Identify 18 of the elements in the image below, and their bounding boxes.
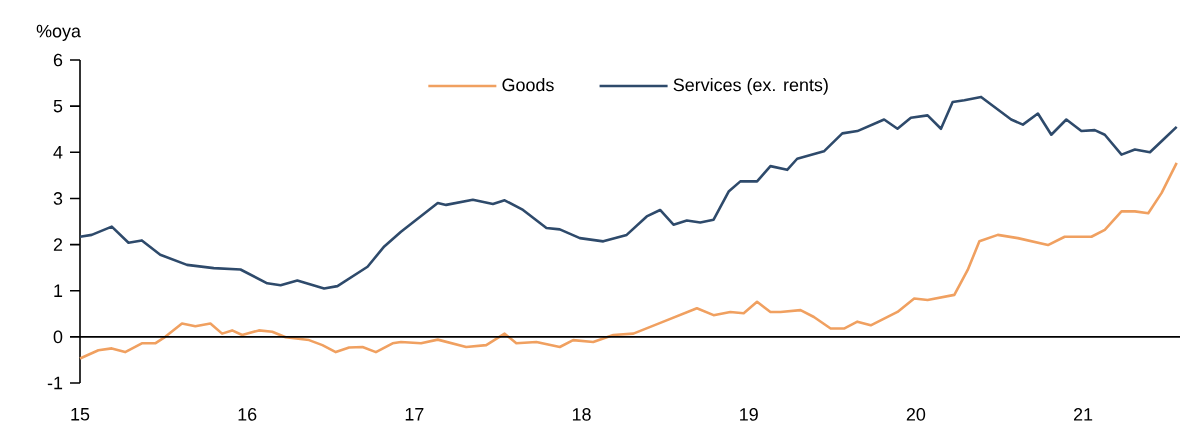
y-tick-label: 2	[53, 238, 63, 251]
y-tick-label: 6	[53, 53, 63, 67]
y-tick-label: 3	[53, 192, 63, 205]
y-tick-label: -1	[47, 376, 63, 390]
x-tick-label: 16	[238, 408, 257, 421]
y-tick-label: 0	[53, 330, 63, 344]
y-tick-label: 4	[53, 146, 63, 159]
x-tick-label: 15	[71, 408, 90, 421]
x-tick-label: 21	[1073, 408, 1093, 421]
x-tick-label: 19	[740, 408, 758, 421]
x-tick-label: 18	[572, 408, 591, 421]
y-tick-label: 1	[54, 284, 63, 297]
y-tick-label: 5	[53, 99, 63, 113]
legend-label: Goods	[502, 78, 554, 92]
x-tick-label: 20	[906, 408, 926, 421]
x-tick-label: 17	[405, 408, 424, 421]
legend-label: Services (ex. rents)	[673, 78, 828, 95]
y-axis-title: %oya	[36, 24, 81, 41]
